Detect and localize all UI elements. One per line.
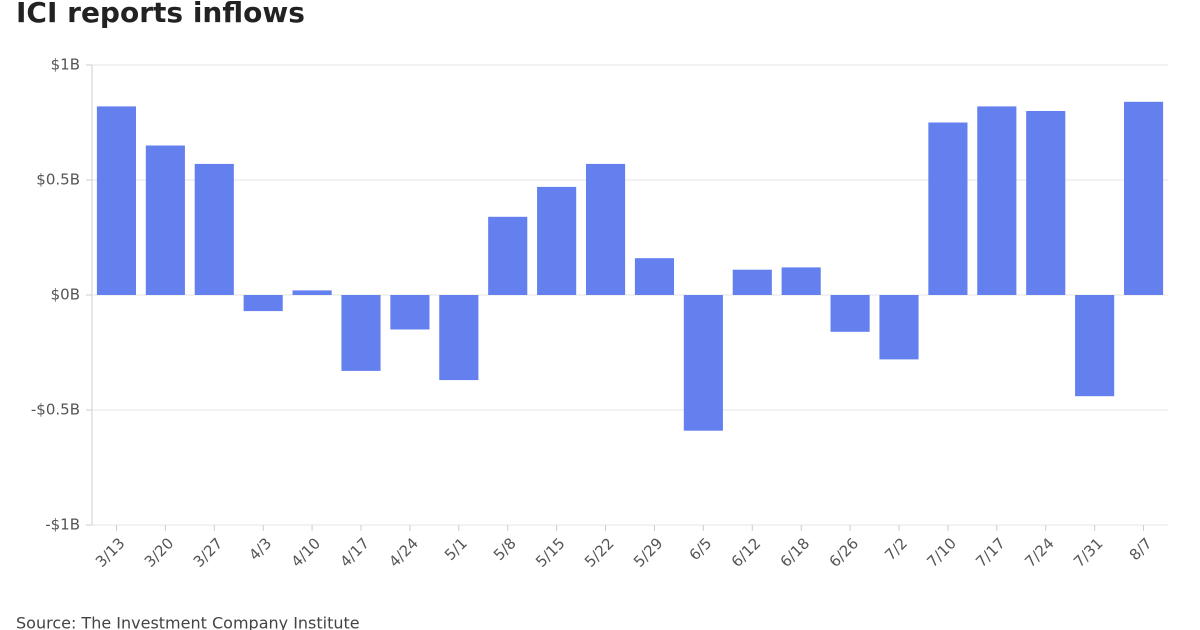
bar [145,145,185,295]
y-tick-label: $1B [51,56,80,74]
source: Source: The Investment Company Institute [16,614,360,630]
chart-title: ICI reports inflows [16,0,305,29]
x-tick-label: 7/2 [881,534,911,564]
x-tick-label: 4/17 [336,534,373,571]
bar [585,163,626,295]
x-tick-label: 6/12 [728,534,765,571]
bar [1026,111,1066,295]
bar [634,258,675,295]
bar [488,216,528,295]
x-tick-label: 4/24 [385,534,422,571]
x-tick-label: 3/13 [92,534,129,571]
bar [732,269,772,295]
x-tick-label: 4/10 [288,534,325,571]
bar [194,163,234,295]
bar [96,106,137,296]
y-tick-label: $0B [51,286,80,304]
bar [292,290,332,295]
x-tick-label: 7/24 [1021,534,1058,571]
bar [879,295,919,360]
x-tick-label: 6/26 [826,534,863,571]
bar [1123,101,1164,295]
bar [341,295,381,371]
x-tick-label: 5/22 [581,534,618,571]
bar [830,295,870,332]
bar [390,295,430,330]
x-tick-label: 7/10 [923,534,960,571]
x-tick-label: 5/29 [630,534,667,571]
bar [683,295,723,431]
x-tick-label: 5/1 [441,534,471,564]
bar [781,267,821,295]
x-tick-label: 5/8 [490,534,520,564]
x-tick-label: 6/18 [777,534,814,571]
y-tick-label: -$0.5B [31,401,80,419]
bar [977,106,1017,296]
y-tick-label: $0.5B [36,171,80,189]
x-tick-label: 8/7 [1126,534,1156,564]
bar [537,186,577,295]
x-tick-label: 7/17 [972,534,1009,571]
y-tick-label: -$1B [45,516,80,534]
x-tick-label: 3/27 [190,534,227,571]
bar [928,122,968,295]
x-tick-label: 6/5 [686,534,716,564]
x-tick-label: 3/20 [141,534,178,571]
x-tick-label: 4/3 [245,534,275,564]
bar [243,295,283,312]
x-tick-label: 7/31 [1070,534,1107,571]
bar [439,295,479,381]
bar [1075,295,1115,397]
x-tick-label: 5/15 [532,534,569,571]
